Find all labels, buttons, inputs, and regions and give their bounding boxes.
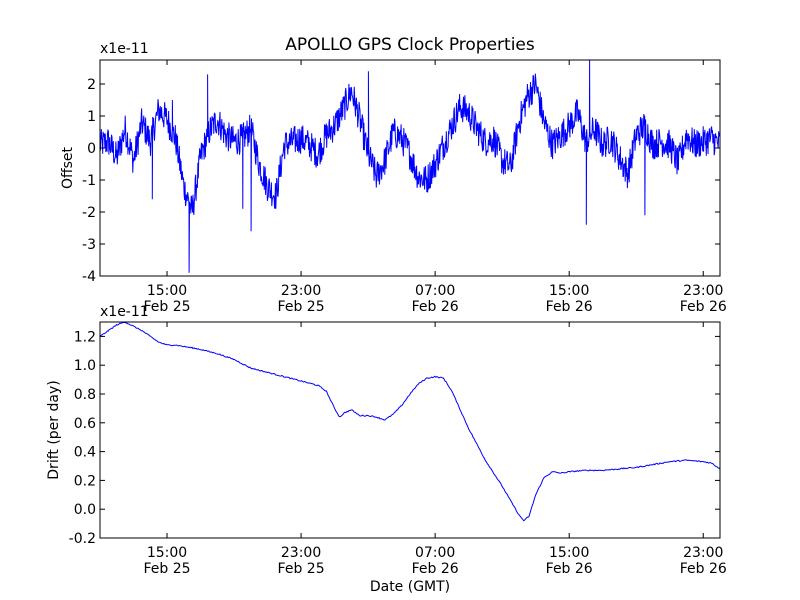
drift-panel: x1e-11 Drift (per day) Date (GMT) -0.2 0.… [46,304,727,595]
drift-y-tick-label: 0.8 [74,387,96,403]
offset-x-tick-date-label: Feb 25 [278,299,325,315]
drift-y-tick-label: 0.6 [74,416,96,432]
chart-title: APOLLO GPS Clock Properties [285,35,535,55]
drift-y-axis-label: Drift (per day) [46,380,62,479]
offset-y-tick-label: -2 [82,205,96,221]
drift-x-tick-time-label: 15:00 [147,545,187,561]
offset-y-tick-label: 0 [87,141,96,157]
offset-y-tick-label: -4 [82,269,96,285]
drift-x-tick-time-label: 15:00 [549,545,589,561]
drift-x-tick-date-label: Feb 25 [143,561,190,577]
offset-y-tick-label: -3 [82,237,96,253]
drift-y-tick-label: 0.0 [74,502,96,518]
offset-x-tick-time-label: 23:00 [281,283,321,299]
offset-x-tick-time-label: 15:00 [147,283,187,299]
drift-y-tick-label: 0.4 [74,445,96,461]
offset-x-tick-date-label: Feb 26 [412,299,459,315]
offset-y-axis-label: Offset [60,146,76,189]
offset-y-tick-label: 2 [87,77,96,93]
offset-plot-frame [99,59,721,277]
drift-y-tick-label: 1.0 [74,358,96,374]
drift-x-tick-date-label: Feb 26 [412,561,459,577]
offset-y-tick-label: 1 [87,109,96,125]
drift-series-line [99,321,721,522]
drift-plot-frame [99,321,721,539]
drift-x-axis-label: Date (GMT) [370,579,450,595]
drift-scale-label: x1e-11 [100,304,149,320]
offset-x-tick-time-label: 15:00 [549,283,589,299]
offset-x-tick-date-label: Feb 25 [143,299,190,315]
offset-x-tick-time-label: 23:00 [683,283,723,299]
drift-x-tick-date-label: Feb 26 [546,561,593,577]
drift-y-tick-label: -0.2 [69,531,96,547]
drift-y-tick-label: 0.2 [74,473,96,489]
drift-x-tick-date-label: Feb 26 [680,561,727,577]
drift-y-tick-label: 1.2 [74,329,96,345]
offset-series-line [99,59,721,273]
offset-y-tick-label: -1 [82,173,96,189]
offset-x-tick-date-label: Feb 26 [546,299,593,315]
drift-x-tick-date-label: Feb 25 [278,561,325,577]
offset-x-tick-time-label: 07:00 [415,283,455,299]
drift-x-tick-time-label: 23:00 [683,545,723,561]
drift-x-tick-time-label: 23:00 [281,545,321,561]
drift-x-tick-time-label: 07:00 [415,545,455,561]
offset-x-tick-date-label: Feb 26 [680,299,727,315]
offset-scale-label: x1e-11 [100,41,149,57]
